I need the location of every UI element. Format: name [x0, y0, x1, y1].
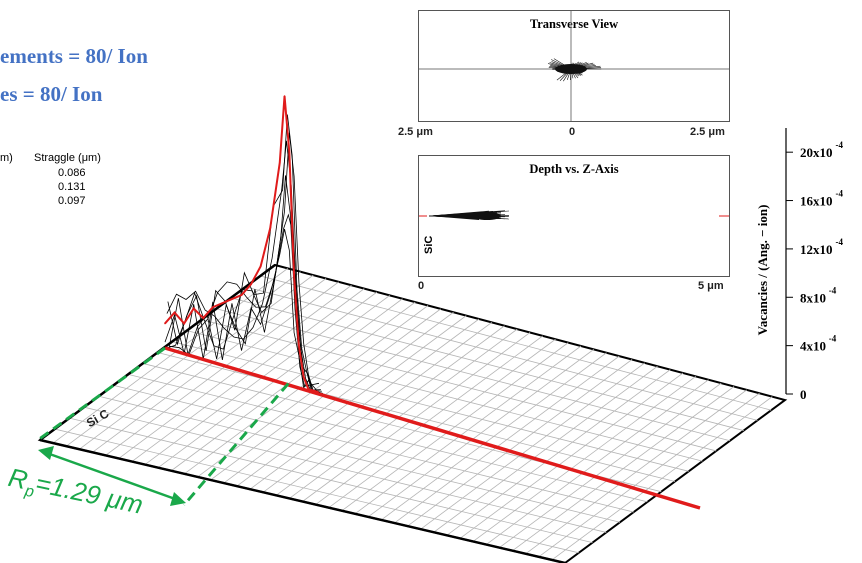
- trajectory-trace: [165, 175, 320, 387]
- data-point: [317, 391, 319, 393]
- data-point: [212, 306, 214, 309]
- grid-line: [54, 428, 579, 554]
- vacancy-profile: [164, 95, 701, 510]
- grid-line: [113, 384, 634, 513]
- z-tick-label: 8x10: [800, 290, 826, 305]
- grid-line: [98, 395, 621, 523]
- data-point: [288, 151, 291, 153]
- data-point: [173, 311, 176, 314]
- grid-line: [83, 406, 607, 533]
- table-row: 0.086: [58, 167, 86, 179]
- depth-view-inset: Depth vs. Z-Axis SiC: [418, 155, 730, 277]
- transverse-tick-left: 2.5 μm: [398, 126, 433, 138]
- data-point: [231, 298, 233, 300]
- z-tick-label: 4x10: [800, 339, 826, 354]
- table-row: 0.097: [58, 195, 86, 207]
- data-point: [307, 388, 310, 391]
- data-point: [269, 227, 271, 230]
- data-point: [302, 376, 305, 378]
- floor-grid: [37, 263, 788, 563]
- data-point: [250, 283, 252, 285]
- trajectory-trace: [169, 132, 323, 394]
- baseline-line: [164, 346, 701, 510]
- depth-tick-left: 0: [418, 280, 425, 292]
- z-tick-exponent: -4: [829, 285, 837, 295]
- transverse-tick-mid: 0: [569, 126, 576, 138]
- table-col2-header: Straggle (μm): [34, 152, 101, 164]
- rp-arrowhead-right: [170, 492, 186, 506]
- floor-front-edge: [39, 438, 566, 563]
- floor-plane: [37, 263, 788, 563]
- data-point: [278, 162, 281, 164]
- z-tick-label: 12x10: [800, 242, 833, 257]
- data-point: [202, 317, 205, 319]
- z-tick-label: 20x10: [800, 145, 833, 160]
- data-point: [240, 294, 243, 296]
- transverse-plot: [419, 11, 729, 121]
- table-col1-header: m): [0, 152, 13, 164]
- depth-tick-right: 5 μm: [698, 280, 724, 292]
- grid-line: [201, 319, 717, 452]
- trajectory-trace: [167, 114, 321, 391]
- depth-wedge: [429, 212, 479, 220]
- z-tick-label: 16x10: [800, 194, 833, 209]
- grid-line: [186, 330, 703, 462]
- heading-vacancies: es = 80/ Ion: [0, 82, 103, 106]
- grid-line: [128, 373, 648, 503]
- data-point: [164, 322, 166, 325]
- z-tick-exponent: -4: [836, 237, 844, 247]
- heading-displacements: ements = 80/ Ion: [0, 44, 148, 68]
- z-axis-title: Vacancies / (Ang. − ion): [755, 204, 770, 336]
- rp-dashed-right: [182, 382, 290, 506]
- grid-line: [245, 286, 758, 421]
- rp-arrow-line: [43, 450, 179, 502]
- data-point: [192, 307, 195, 310]
- grid-line: [69, 417, 593, 544]
- data-point: [283, 95, 286, 97]
- transverse-core: [555, 64, 587, 74]
- z-tick-label: 0: [800, 387, 807, 402]
- transverse-title: Transverse View: [529, 17, 619, 31]
- depth-plot: [419, 210, 729, 220]
- data-point: [259, 265, 262, 268]
- data-point: [293, 275, 295, 277]
- data-point: [298, 344, 300, 347]
- rp-dashed-left: [37, 346, 166, 442]
- transverse-view-inset: Transverse View: [418, 10, 730, 122]
- grid-line: [172, 341, 689, 472]
- grid-line: [260, 275, 772, 411]
- data-point: [183, 322, 185, 325]
- rp-arrowhead-left: [38, 446, 54, 460]
- trajectory-trace: [164, 228, 319, 393]
- grid-line: [230, 297, 744, 431]
- depth-material: SiC: [423, 235, 435, 254]
- depth-core: [473, 212, 501, 220]
- depth-title: Depth vs. Z-Axis: [529, 162, 619, 176]
- z-tick-exponent: -4: [836, 140, 844, 150]
- rp-marker: [37, 346, 290, 506]
- table-row: 0.131: [58, 181, 86, 193]
- grid-line: [216, 308, 731, 442]
- grid-line: [157, 352, 676, 482]
- z-tick-exponent: -4: [836, 189, 844, 199]
- vacancy-profile-line: [164, 95, 319, 393]
- z-tick-exponent: -4: [829, 334, 837, 344]
- transverse-tick-right: 2.5 μm: [690, 126, 725, 138]
- data-point: [221, 302, 224, 304]
